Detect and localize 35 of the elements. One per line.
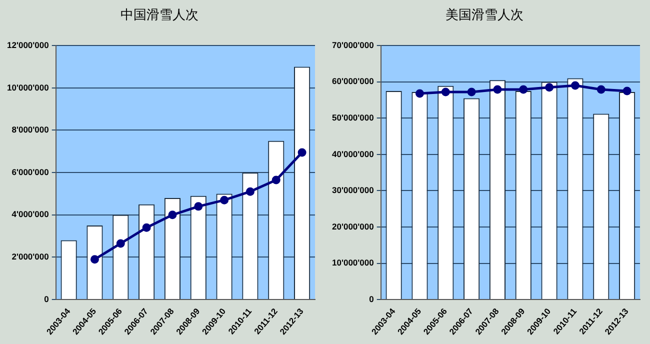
point [493, 85, 502, 94]
y-tick-label: 2'000'000 [12, 252, 50, 262]
y-tick-label: 60'000'000 [332, 76, 374, 86]
point [519, 85, 528, 94]
y-tick-label: 40'000'000 [332, 148, 374, 159]
point [90, 255, 99, 264]
y-tick-label: 50'000'000 [332, 112, 374, 122]
y-tick-label: 30'000'000 [332, 185, 374, 196]
point [220, 196, 229, 204]
y-tick-label: 6'000'000 [12, 166, 50, 177]
chart-title: 美国滑雪人次 [446, 7, 524, 24]
point [298, 148, 306, 157]
point [194, 202, 203, 211]
y-tick-label: 20'000'000 [332, 221, 374, 232]
y-tick-label: 10'000'000 [332, 258, 374, 268]
point [545, 83, 554, 92]
point [596, 85, 606, 94]
y-tick-label: 8'000'000 [12, 124, 50, 135]
point [467, 88, 476, 96]
point [441, 88, 450, 96]
y-tick-label: 12'000'000 [6, 40, 50, 50]
point [622, 86, 632, 96]
point [168, 210, 177, 220]
y-tick-label: 10'000'000 [6, 82, 50, 92]
y-tick-label: 0 [44, 294, 50, 304]
point [272, 176, 280, 184]
y-tick-label: 0 [369, 294, 374, 304]
point [246, 187, 254, 196]
point [570, 81, 580, 90]
chart-title: 中国滑雪人次 [120, 8, 198, 24]
point [142, 223, 151, 232]
y-tick-label: 70'000'000 [332, 40, 374, 50]
y-tick-label: 4'000'000 [12, 209, 50, 220]
point [415, 89, 424, 98]
point [116, 239, 125, 248]
